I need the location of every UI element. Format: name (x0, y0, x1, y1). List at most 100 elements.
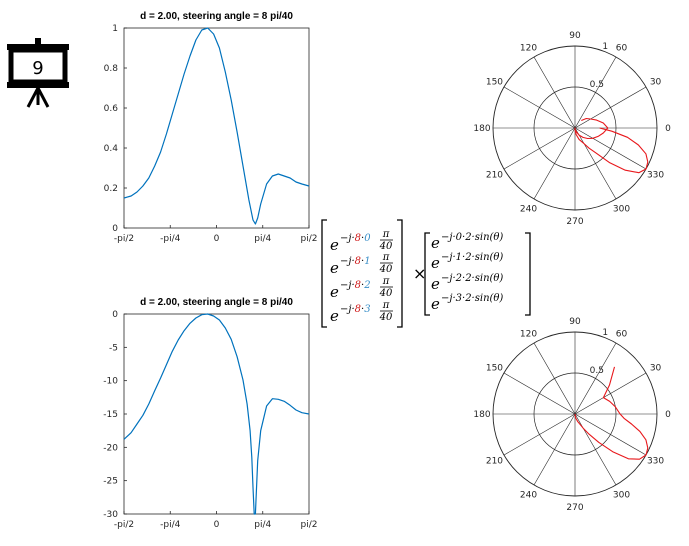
y-tick-label: -25 (103, 477, 118, 487)
steer-value: 8 (355, 233, 361, 244)
angle-tick-label: 120 (520, 329, 537, 339)
x-tick-label: 0 (214, 520, 220, 530)
plot-area (123, 27, 310, 229)
polar-spoke (503, 127, 576, 170)
radius-tick-label: 1 (602, 42, 608, 52)
fraction-numerator: π (382, 252, 390, 263)
angle-tick-label: 210 (486, 171, 503, 181)
steer-value: 8 (355, 304, 361, 315)
exp-prefix: −j· (340, 280, 355, 291)
angle-tick-label: 90 (569, 317, 581, 327)
x-tick-label: -pi/2 (114, 520, 134, 530)
x-tick-label: pi/4 (254, 520, 271, 530)
polar-spoke (503, 413, 576, 456)
radius-tick-label: 1 (602, 328, 608, 338)
term-exponent: −j·8·2 (340, 280, 371, 291)
angle-tick-label: 300 (613, 491, 630, 501)
polar-spoke (533, 413, 576, 486)
series-line (123, 27, 310, 225)
element-index: 3 (364, 304, 370, 315)
term-base: e (330, 283, 339, 301)
polar-spoke (574, 372, 647, 415)
polar-spoke (574, 127, 617, 200)
slide-number: 9 (32, 58, 43, 79)
exp-dot: · (361, 256, 364, 267)
y-tick-label: -5 (109, 343, 118, 353)
polar-spoke (503, 372, 576, 415)
radius-tick-label: 0.5 (590, 80, 604, 90)
polar-spoke (574, 56, 617, 129)
angle-tick-label: 60 (616, 329, 628, 339)
term-exponent: −j·2·2·sin(θ) (441, 273, 503, 284)
y-tick-label: 0.4 (104, 144, 119, 154)
term-base: e (431, 234, 440, 252)
angle-tick-label: 30 (650, 78, 662, 88)
steering-term: e −j·8·1 π40 (330, 252, 393, 277)
angle-tick-label: 240 (520, 205, 537, 215)
fraction-numerator: π (382, 276, 390, 287)
steering-term: e −j·8·3 π40 (330, 300, 393, 325)
y-tick-label: 0 (112, 310, 118, 320)
series-line (123, 313, 310, 515)
exp-dot: · (361, 304, 364, 315)
magnitude-linear-chart: d = 2.00, steering angle = 8 pi/40 -pi/2 -… (104, 11, 318, 244)
element-index: 0 (364, 233, 371, 244)
presentation-board-icon: 9 (7, 38, 69, 108)
polar-spoke (574, 127, 647, 170)
plot-area (123, 313, 310, 515)
angle-tick-label: 150 (486, 78, 503, 88)
term-exponent: −j·8·3 (340, 304, 371, 315)
term-exponent: −j·1·2·sin(θ) (441, 252, 503, 263)
angle-tick-label: 60 (616, 43, 628, 53)
polar-series-line (574, 366, 649, 460)
array-term: e −j·2·2·sin(θ) (431, 273, 503, 293)
fraction-denominator: 40 (379, 312, 393, 323)
polar-spoke (574, 342, 617, 415)
y-tick-label: 0.8 (104, 64, 119, 74)
term-exponent: −j·0·2·sin(θ) (441, 232, 503, 243)
exp-dot: · (361, 233, 364, 244)
angle-tick-label: 30 (650, 364, 662, 374)
term-base: e (330, 259, 339, 277)
steer-value: 8 (355, 280, 361, 291)
right-bracket-close (525, 232, 531, 316)
angle-tick-label: 0 (665, 124, 671, 134)
angle-tick-label: 0 (665, 410, 671, 420)
right-bracket-open (424, 232, 430, 316)
polar-series-line (574, 117, 649, 174)
x-tick-label: pi/2 (301, 234, 318, 244)
x-tick-label: -pi/4 (160, 520, 180, 530)
angle-tick-label: 300 (613, 205, 630, 215)
fraction-numerator: π (382, 300, 390, 311)
y-tick-label: -30 (103, 510, 118, 520)
fraction-numerator: π (382, 229, 390, 240)
x-tick-label: -pi/2 (114, 234, 134, 244)
chart-title: d = 2.00, steering angle = 8 pi/40 (140, 11, 293, 22)
term-exponent: −j·3·2·sin(θ) (441, 293, 503, 304)
fraction-denominator: 40 (379, 288, 393, 299)
polar-spoke (533, 342, 576, 415)
y-tick-label: 0.6 (104, 104, 119, 114)
left-bracket-close (397, 219, 403, 328)
chart-title: d = 2.00, steering angle = 8 pi/40 (140, 297, 293, 308)
magnitude-db-chart: d = 2.00, steering angle = 8 pi/40-pi/2-… (103, 297, 317, 530)
fraction-denominator: 40 (379, 264, 393, 275)
exp-prefix: −j· (340, 304, 355, 315)
y-tick-label: 0 (112, 224, 118, 234)
y-tick-label: 0.2 (104, 184, 118, 194)
polar-spoke (533, 127, 576, 200)
angle-tick-label: 240 (520, 491, 537, 501)
array-term: e −j·1·2·sin(θ) (431, 252, 503, 272)
array-term: e −j·3·2·sin(θ) (431, 293, 503, 313)
angle-tick-label: 270 (566, 503, 583, 513)
y-tick-label: 1 (112, 24, 118, 34)
term-exponent: −j·8·0 (340, 233, 371, 244)
exp-prefix: −j· (340, 256, 355, 267)
angle-tick-label: 180 (473, 410, 490, 420)
steering-term: e −j·8·2 π40 (330, 276, 393, 301)
x-tick-label: pi/2 (301, 520, 318, 530)
angle-tick-label: 150 (486, 364, 503, 374)
term-base: e (431, 295, 440, 313)
